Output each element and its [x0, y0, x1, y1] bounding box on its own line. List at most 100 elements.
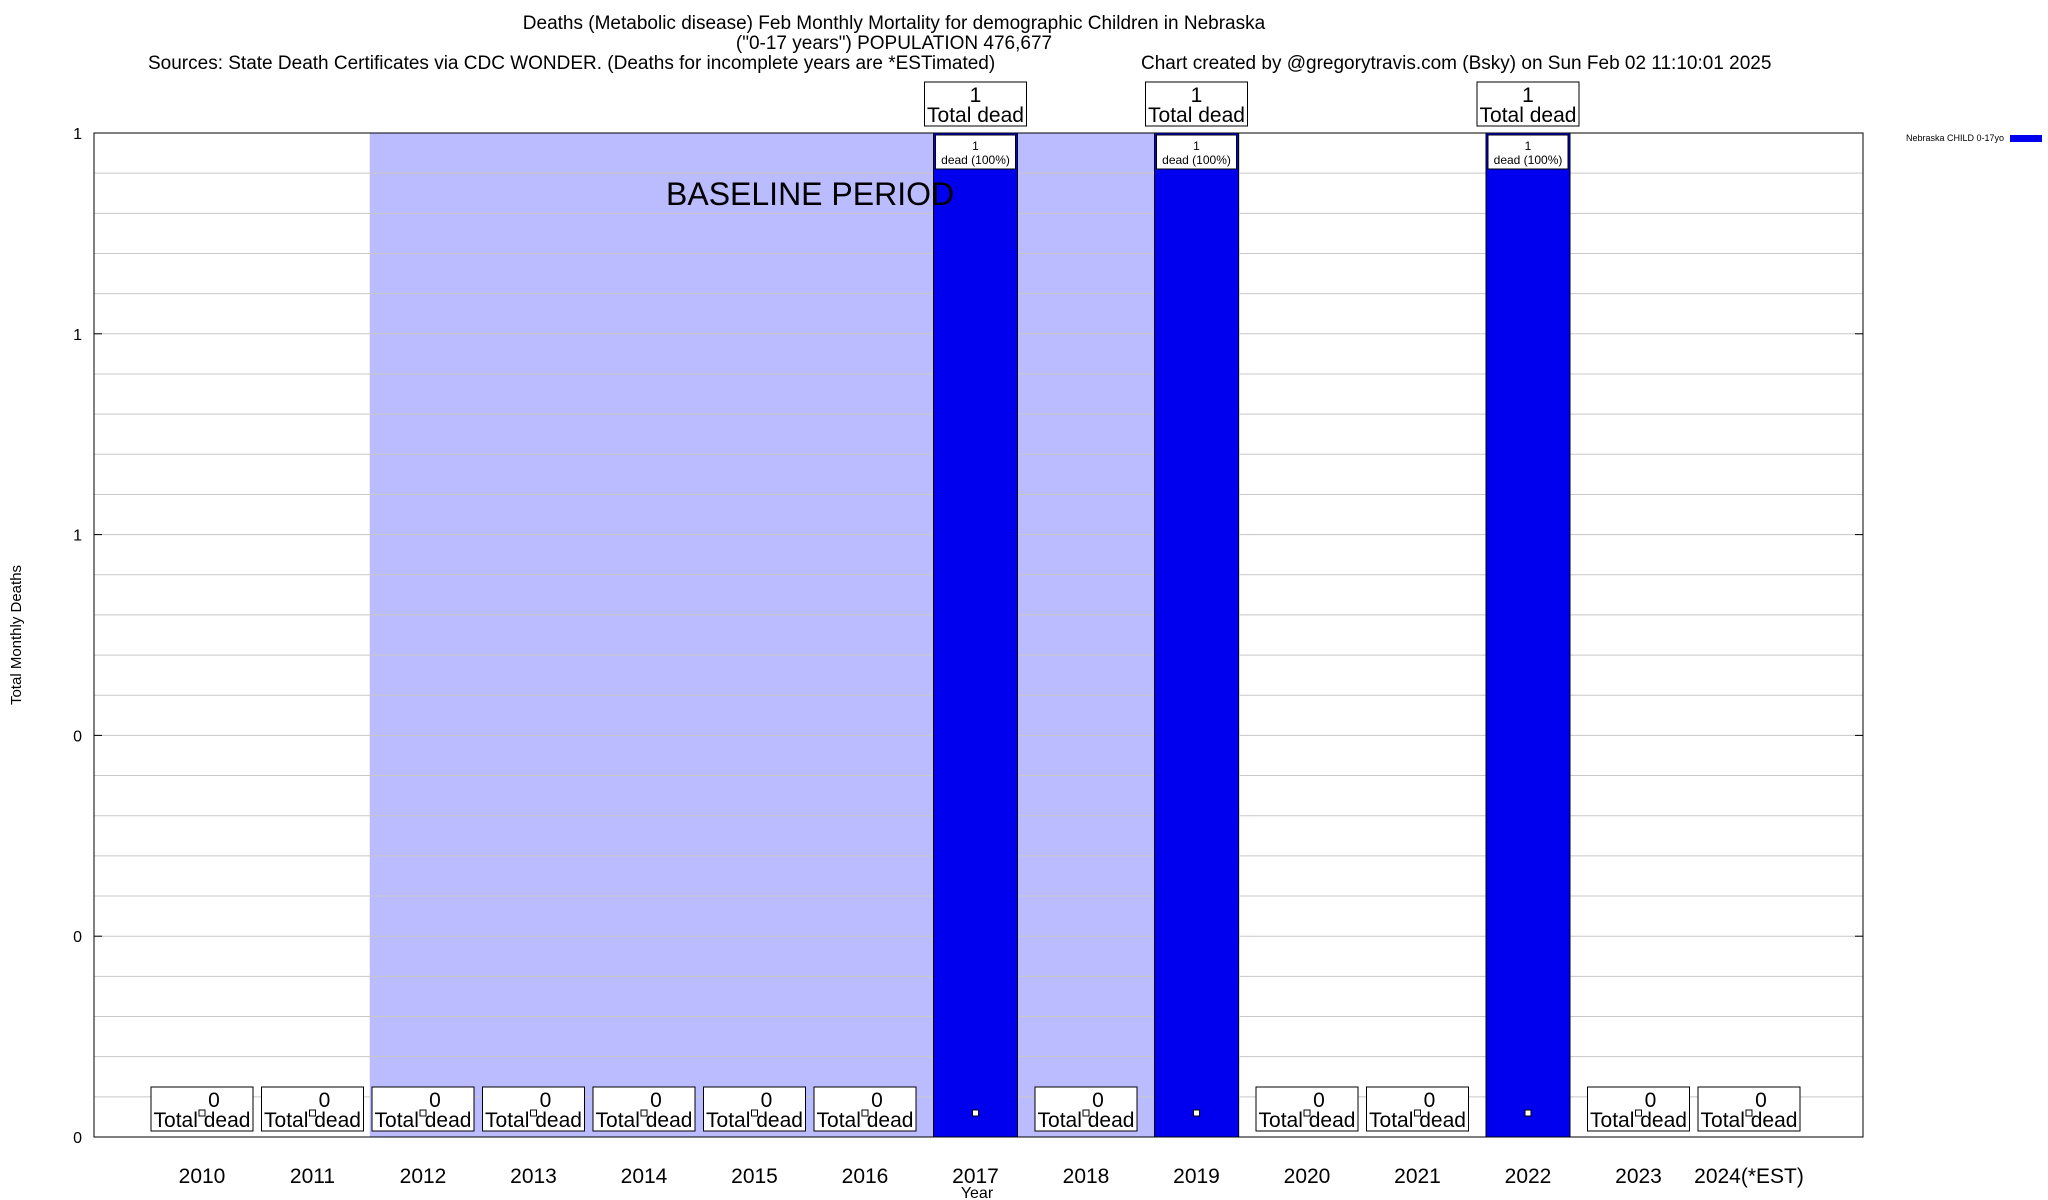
x-tick-marker	[1303, 1109, 1311, 1117]
bar-inner-percent-2017: dead (100%)	[941, 153, 1010, 167]
y-axis-label: Total Monthly Deaths	[8, 565, 25, 705]
x-tick-label: 2018	[1063, 1165, 1110, 1188]
x-tick-marker	[1414, 1109, 1421, 1117]
chart-title: Deaths (Metabolic disease) Feb Monthly M…	[522, 13, 1266, 34]
total-box-2021	[1366, 1086, 1469, 1132]
baseline-period-shade	[369, 133, 1240, 1137]
total-label-2023: Total dead	[1590, 1109, 1687, 1132]
total-value-2024(*EST): 0	[1755, 1089, 1767, 1112]
bar-inner-value-2017: 1	[972, 139, 979, 153]
y-tick-label: 0	[73, 929, 82, 946]
bar-inner-value-2022: 1	[1525, 139, 1532, 153]
total-label-2012: Total dead	[375, 1109, 472, 1132]
baseline-period-label: BASELINE PERIOD	[666, 176, 954, 212]
total-label-2016: Total dead	[817, 1109, 914, 1132]
x-tick-label: 2015	[731, 1165, 778, 1188]
total-value-2020: 0	[1313, 1089, 1325, 1112]
plot-frame-layer	[93, 132, 1864, 1138]
bar-2022	[1485, 132, 1571, 1138]
total-value-2014: 0	[650, 1089, 662, 1112]
x-tick-marker	[198, 1109, 206, 1117]
total-value-2022: 1	[1522, 84, 1534, 107]
x-tick-marker	[640, 1109, 648, 1117]
total-value-2018: 0	[1092, 1089, 1104, 1112]
x-tick-marker	[530, 1109, 537, 1117]
x-tick-label: 2022	[1505, 1165, 1552, 1188]
x-tick-label: 2012	[400, 1165, 447, 1188]
total-box-2012	[371, 1086, 475, 1132]
x-tick-marker	[419, 1109, 427, 1117]
total-box-2013	[482, 1086, 585, 1132]
total-label-2013: Total dead	[485, 1109, 582, 1132]
x-tick-marker	[751, 1109, 758, 1117]
bar-2019	[1154, 132, 1239, 1138]
total-value-2012: 0	[429, 1089, 441, 1112]
total-value-2021: 0	[1424, 1089, 1436, 1112]
total-label-2022: Total dead	[1480, 104, 1577, 127]
total-label-2015: Total dead	[706, 1109, 803, 1132]
total-value-2013: 0	[540, 1089, 552, 1112]
total-box-2020	[1255, 1086, 1359, 1132]
total-label-2018: Total dead	[1038, 1109, 1135, 1132]
bar-2017	[933, 132, 1018, 1138]
total-value-2017: 1	[970, 84, 982, 107]
total-label-2010: Total dead	[154, 1109, 251, 1132]
x-tick-marker	[861, 1109, 869, 1117]
x-tick-label: 2011	[290, 1165, 335, 1188]
x-tick-marker	[1082, 1109, 1090, 1117]
legend-label: Nebraska CHILD 0-17yo	[1906, 133, 2004, 143]
total-label-2011: Total dead	[264, 1109, 361, 1132]
total-label-2019: Total dead	[1148, 104, 1245, 127]
baseline-period-layer	[369, 133, 1240, 1137]
bar-inner-label-box	[1156, 134, 1237, 170]
plot-frame	[93, 132, 1864, 1138]
chart-subtitle: ("0-17 years") POPULATION 476,677	[735, 33, 1053, 54]
total-box-2023	[1587, 1086, 1690, 1132]
total-box-2022	[1476, 81, 1580, 127]
x-tick-label: 2017	[952, 1165, 999, 1188]
legend: Nebraska CHILD 0-17yo	[1906, 133, 2042, 143]
total-value-2019: 1	[1191, 84, 1203, 107]
x-tick-marker	[1524, 1109, 1532, 1117]
y-tick-label: 0	[73, 1130, 82, 1147]
x-tick-label: 2014	[621, 1165, 668, 1188]
x-tick-label: 2019	[1173, 1165, 1220, 1188]
total-box-2015	[703, 1086, 806, 1132]
total-value-2015: 0	[761, 1089, 773, 1112]
bar-inner-percent-2022: dead (100%)	[1494, 153, 1563, 167]
total-label-2014: Total dead	[596, 1109, 693, 1132]
x-tick-marker	[972, 1109, 979, 1117]
x-tick-marker	[1745, 1109, 1753, 1117]
total-box-2019	[1145, 81, 1248, 127]
total-box-2014	[592, 1086, 696, 1132]
x-tick-marker	[1193, 1109, 1200, 1117]
bar-inner-value-2019: 1	[1193, 139, 1200, 153]
total-box-2017	[924, 81, 1027, 127]
x-tick-label: 2024(*EST)	[1694, 1165, 1804, 1188]
x-tick-label: 2010	[179, 1165, 226, 1188]
bar-inner-percent-2019: dead (100%)	[1162, 153, 1231, 167]
total-box-2018	[1034, 1086, 1138, 1132]
bar-inner-label-box	[1487, 134, 1569, 170]
chart-credit: Chart created by @gregorytravis.com (Bsk…	[1141, 53, 1772, 74]
legend-swatch	[2010, 135, 2042, 142]
total-value-2016: 0	[871, 1089, 883, 1112]
x-axis-label: Year	[961, 1185, 994, 1200]
bar-inner-label-box	[935, 134, 1016, 170]
chart-sources: Sources: State Death Certificates via CD…	[148, 53, 996, 74]
total-value-2023: 0	[1645, 1089, 1657, 1112]
total-label-2017: Total dead	[927, 104, 1024, 127]
y-tick-label: 0	[73, 728, 82, 745]
total-box-2024(*EST)	[1697, 1086, 1801, 1132]
x-tick-marker	[1635, 1109, 1642, 1117]
total-value-2011: 0	[319, 1089, 331, 1112]
total-label-2024(*EST): Total dead	[1701, 1109, 1798, 1132]
x-tick-marker	[309, 1109, 316, 1117]
total-label-2021: Total dead	[1369, 1109, 1466, 1132]
total-box-2010	[150, 1086, 254, 1132]
x-tick-label: 2021	[1394, 1165, 1441, 1188]
total-box-2016	[813, 1086, 917, 1132]
y-tick-label: 1	[73, 327, 82, 344]
total-box-2011	[261, 1086, 364, 1132]
